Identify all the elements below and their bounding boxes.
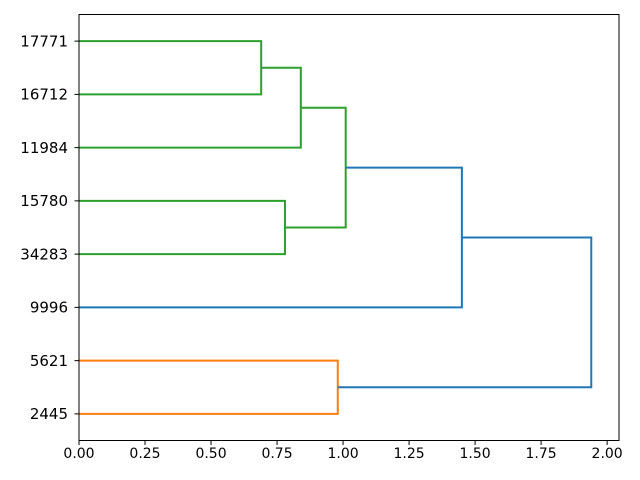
dendrogram-link <box>337 236 593 389</box>
x-tick-label: 1.00 <box>327 446 358 462</box>
leaf-label: 15780 <box>20 192 68 210</box>
dendrogram-link <box>284 106 347 229</box>
x-tick-label: 0.75 <box>261 446 292 462</box>
leaf-label: 16712 <box>20 86 68 104</box>
dendrogram-link <box>79 199 286 256</box>
leaf-label: 5621 <box>30 352 68 370</box>
leaf-label: 17771 <box>20 32 68 50</box>
leaf-label: 11984 <box>20 139 68 157</box>
leaf-label: 2445 <box>30 405 68 423</box>
x-tick-label: 0.00 <box>63 446 94 462</box>
x-tick-label: 2.00 <box>592 446 623 462</box>
dendrogram-link <box>79 40 263 96</box>
x-tick-label: 1.50 <box>460 446 491 462</box>
leaf-label: 9996 <box>30 299 68 317</box>
dendrogram-link <box>79 166 463 309</box>
plot-border <box>78 14 620 441</box>
x-tick-label: 0.25 <box>129 446 160 462</box>
x-tick-label: 1.25 <box>393 446 424 462</box>
dendrogram-link <box>79 66 302 149</box>
leaf-label: 34283 <box>20 245 68 263</box>
x-tick-label: 1.75 <box>526 446 557 462</box>
x-tick-label: 0.50 <box>195 446 226 462</box>
dendrogram-link <box>79 359 339 415</box>
